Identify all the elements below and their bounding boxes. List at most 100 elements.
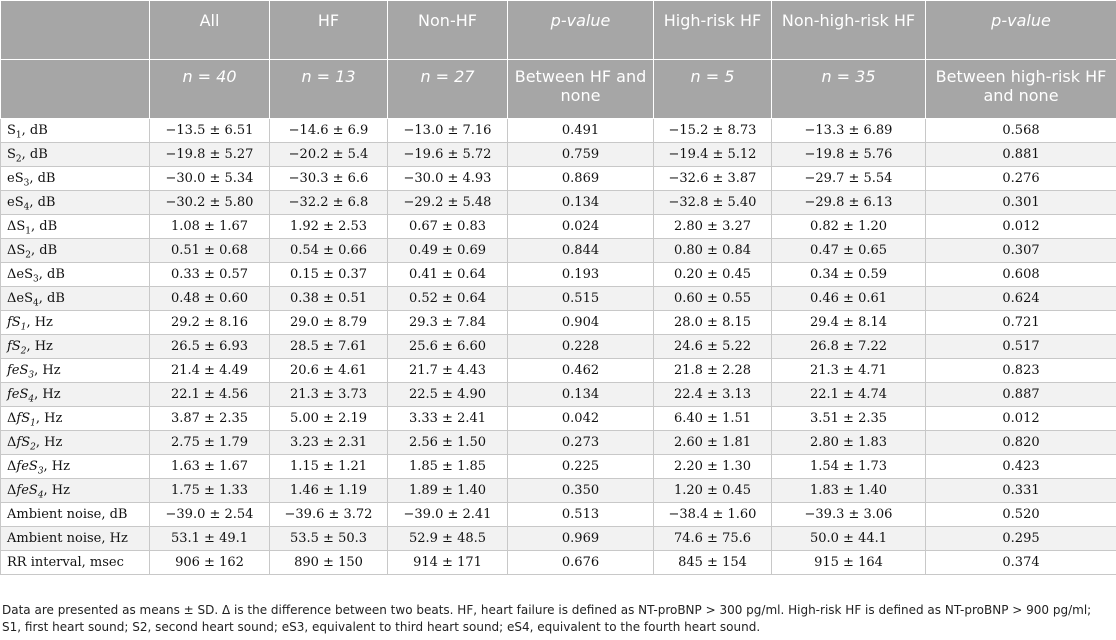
table-cell: 0.276 bbox=[925, 166, 1116, 191]
table-cell: 3.87 ± 2.35 bbox=[149, 406, 270, 431]
table-cell: −19.8 ± 5.76 bbox=[771, 142, 926, 167]
table-cell: 53.1 ± 49.1 bbox=[149, 526, 270, 551]
table-cell: 0.904 bbox=[507, 310, 654, 335]
table-cell: 0.48 ± 0.60 bbox=[149, 286, 270, 311]
table-cell: 0.225 bbox=[507, 454, 654, 479]
table-cell: −32.8 ± 5.40 bbox=[653, 190, 772, 215]
table-cell: 0.46 ± 0.61 bbox=[771, 286, 926, 311]
table-cell: 21.8 ± 2.28 bbox=[653, 358, 772, 383]
table-cell: 0.41 ± 0.64 bbox=[387, 262, 508, 287]
table-cell: 21.3 ± 4.71 bbox=[771, 358, 926, 383]
table-cell: 0.042 bbox=[507, 406, 654, 431]
table-cell: 906 ± 162 bbox=[149, 550, 270, 575]
row-label: RR interval, msec bbox=[0, 550, 150, 575]
table-cell: 0.67 ± 0.83 bbox=[387, 214, 508, 239]
table-row: fS1, Hz 29.2 ± 8.16 29.0 ± 8.79 29.3 ± 7.84… bbox=[0, 310, 1116, 335]
table-cell: 6.40 ± 1.51 bbox=[653, 406, 772, 431]
table-cell: 0.608 bbox=[925, 262, 1116, 287]
table-cell: 0.80 ± 0.84 bbox=[653, 238, 772, 263]
header-p-value-high-risk: p-value bbox=[925, 0, 1116, 60]
table-cell: 0.51 ± 0.68 bbox=[149, 238, 270, 263]
header-n-non-hf: n = 27 bbox=[387, 59, 508, 119]
table-cell: −30.3 ± 6.6 bbox=[269, 166, 388, 191]
row-label: S1, dB bbox=[0, 118, 150, 143]
table-cell: −39.0 ± 2.41 bbox=[387, 502, 508, 527]
table-cell: 29.0 ± 8.79 bbox=[269, 310, 388, 335]
table-row: ΔeS4, dB 0.48 ± 0.60 0.38 ± 0.51 0.52 ± 0.6… bbox=[0, 286, 1116, 311]
row-label: ΔfS1, Hz bbox=[0, 406, 150, 431]
table-row: eS3, dB −30.0 ± 5.34 −30.3 ± 6.6 −30.0 ± 4.… bbox=[0, 166, 1116, 191]
table-cell: −39.3 ± 3.06 bbox=[771, 502, 926, 527]
table-cell: −19.4 ± 5.12 bbox=[653, 142, 772, 167]
row-label: ΔfS2, Hz bbox=[0, 430, 150, 455]
row-label: ΔS2, dB bbox=[0, 238, 150, 263]
table-cell: 22.4 ± 3.13 bbox=[653, 382, 772, 407]
table-row: ΔS2, dB 0.51 ± 0.68 0.54 ± 0.66 0.49 ± 0.69… bbox=[0, 238, 1116, 263]
table-row: fS2, Hz 26.5 ± 6.93 28.5 ± 7.61 25.6 ± 6.60… bbox=[0, 334, 1116, 359]
table-cell: 0.60 ± 0.55 bbox=[653, 286, 772, 311]
table-cell: 22.5 ± 4.90 bbox=[387, 382, 508, 407]
header-row-groups: All HF Non-HF p-value High-risk HF Non-h… bbox=[0, 0, 1116, 60]
table-row: ΔfS2, Hz 2.75 ± 1.79 3.23 ± 2.31 2.56 ± 1.5… bbox=[0, 430, 1116, 455]
table-cell: −39.0 ± 2.54 bbox=[149, 502, 270, 527]
table-row: S1, dB −13.5 ± 6.51 −14.6 ± 6.9 −13.0 ± 7.1… bbox=[0, 118, 1116, 143]
table-cell: 0.462 bbox=[507, 358, 654, 383]
header-n-non-high-risk: n = 35 bbox=[771, 59, 926, 119]
table-cell: 26.8 ± 7.22 bbox=[771, 334, 926, 359]
table-cell: 1.15 ± 1.21 bbox=[269, 454, 388, 479]
table-cell: 21.7 ± 4.43 bbox=[387, 358, 508, 383]
table-cell: 845 ± 154 bbox=[653, 550, 772, 575]
table-row: RR interval, msec 906 ± 162 890 ± 150 914 ±… bbox=[0, 550, 1116, 575]
table-cell: 0.34 ± 0.59 bbox=[771, 262, 926, 287]
table-cell: 26.5 ± 6.93 bbox=[149, 334, 270, 359]
table-cell: 5.00 ± 2.19 bbox=[269, 406, 388, 431]
table-cell: −30.0 ± 4.93 bbox=[387, 166, 508, 191]
header-hf: HF bbox=[269, 0, 388, 60]
table-cell: 20.6 ± 4.61 bbox=[269, 358, 388, 383]
table-cell: 0.350 bbox=[507, 478, 654, 503]
table-cell: 1.75 ± 1.33 bbox=[149, 478, 270, 503]
table-cell: −30.0 ± 5.34 bbox=[149, 166, 270, 191]
table-cell: 3.33 ± 2.41 bbox=[387, 406, 508, 431]
row-label: Ambient noise, Hz bbox=[0, 526, 150, 551]
table-cell: 29.2 ± 8.16 bbox=[149, 310, 270, 335]
table-cell: 914 ± 171 bbox=[387, 550, 508, 575]
table-cell: 0.513 bbox=[507, 502, 654, 527]
table-cell: 0.49 ± 0.69 bbox=[387, 238, 508, 263]
header-n-high-risk: n = 5 bbox=[653, 59, 772, 119]
header-row-counts: n = 40 n = 13 n = 27 Between HF and none… bbox=[0, 59, 1116, 119]
row-label: fS1, Hz bbox=[0, 310, 150, 335]
table-cell: −13.3 ± 6.89 bbox=[771, 118, 926, 143]
table-cell: 0.193 bbox=[507, 262, 654, 287]
header-p-value-hf: p-value bbox=[507, 0, 654, 60]
row-label: Ambient noise, dB bbox=[0, 502, 150, 527]
table-cell: 1.83 ± 1.40 bbox=[771, 478, 926, 503]
table-header: All HF Non-HF p-value High-risk HF Non-h… bbox=[0, 0, 1116, 119]
table-cell: 0.676 bbox=[507, 550, 654, 575]
table-cell: 29.3 ± 7.84 bbox=[387, 310, 508, 335]
table-cell: −13.0 ± 7.16 bbox=[387, 118, 508, 143]
header-non-hf: Non-HF bbox=[387, 0, 508, 60]
table-cell: 28.5 ± 7.61 bbox=[269, 334, 388, 359]
table-cell: 74.6 ± 75.6 bbox=[653, 526, 772, 551]
table-cell: −14.6 ± 6.9 bbox=[269, 118, 388, 143]
table-cell: −29.2 ± 5.48 bbox=[387, 190, 508, 215]
table-cell: 0.869 bbox=[507, 166, 654, 191]
header-between-high-risk: Between high-risk HF and none bbox=[925, 59, 1116, 119]
table-row: ΔfeS4, Hz 1.75 ± 1.33 1.46 ± 1.19 1.89 ± 1.… bbox=[0, 478, 1116, 503]
table-cell: 0.52 ± 0.64 bbox=[387, 286, 508, 311]
table-cell: 0.134 bbox=[507, 190, 654, 215]
table-cell: 2.56 ± 1.50 bbox=[387, 430, 508, 455]
row-label: ΔS1, dB bbox=[0, 214, 150, 239]
header-between-hf: Between HF and none bbox=[507, 59, 654, 119]
row-label: S2, dB bbox=[0, 142, 150, 167]
table-cell: −19.8 ± 5.27 bbox=[149, 142, 270, 167]
table-cell: 0.969 bbox=[507, 526, 654, 551]
table-body: S1, dB −13.5 ± 6.51 −14.6 ± 6.9 −13.0 ± 7.1… bbox=[0, 118, 1116, 575]
table-cell: −20.2 ± 5.4 bbox=[269, 142, 388, 167]
table-cell: 890 ± 150 bbox=[269, 550, 388, 575]
header-corner bbox=[0, 0, 150, 60]
table-cell: 0.301 bbox=[925, 190, 1116, 215]
table-cell: −15.2 ± 8.73 bbox=[653, 118, 772, 143]
table-cell: 2.80 ± 1.83 bbox=[771, 430, 926, 455]
